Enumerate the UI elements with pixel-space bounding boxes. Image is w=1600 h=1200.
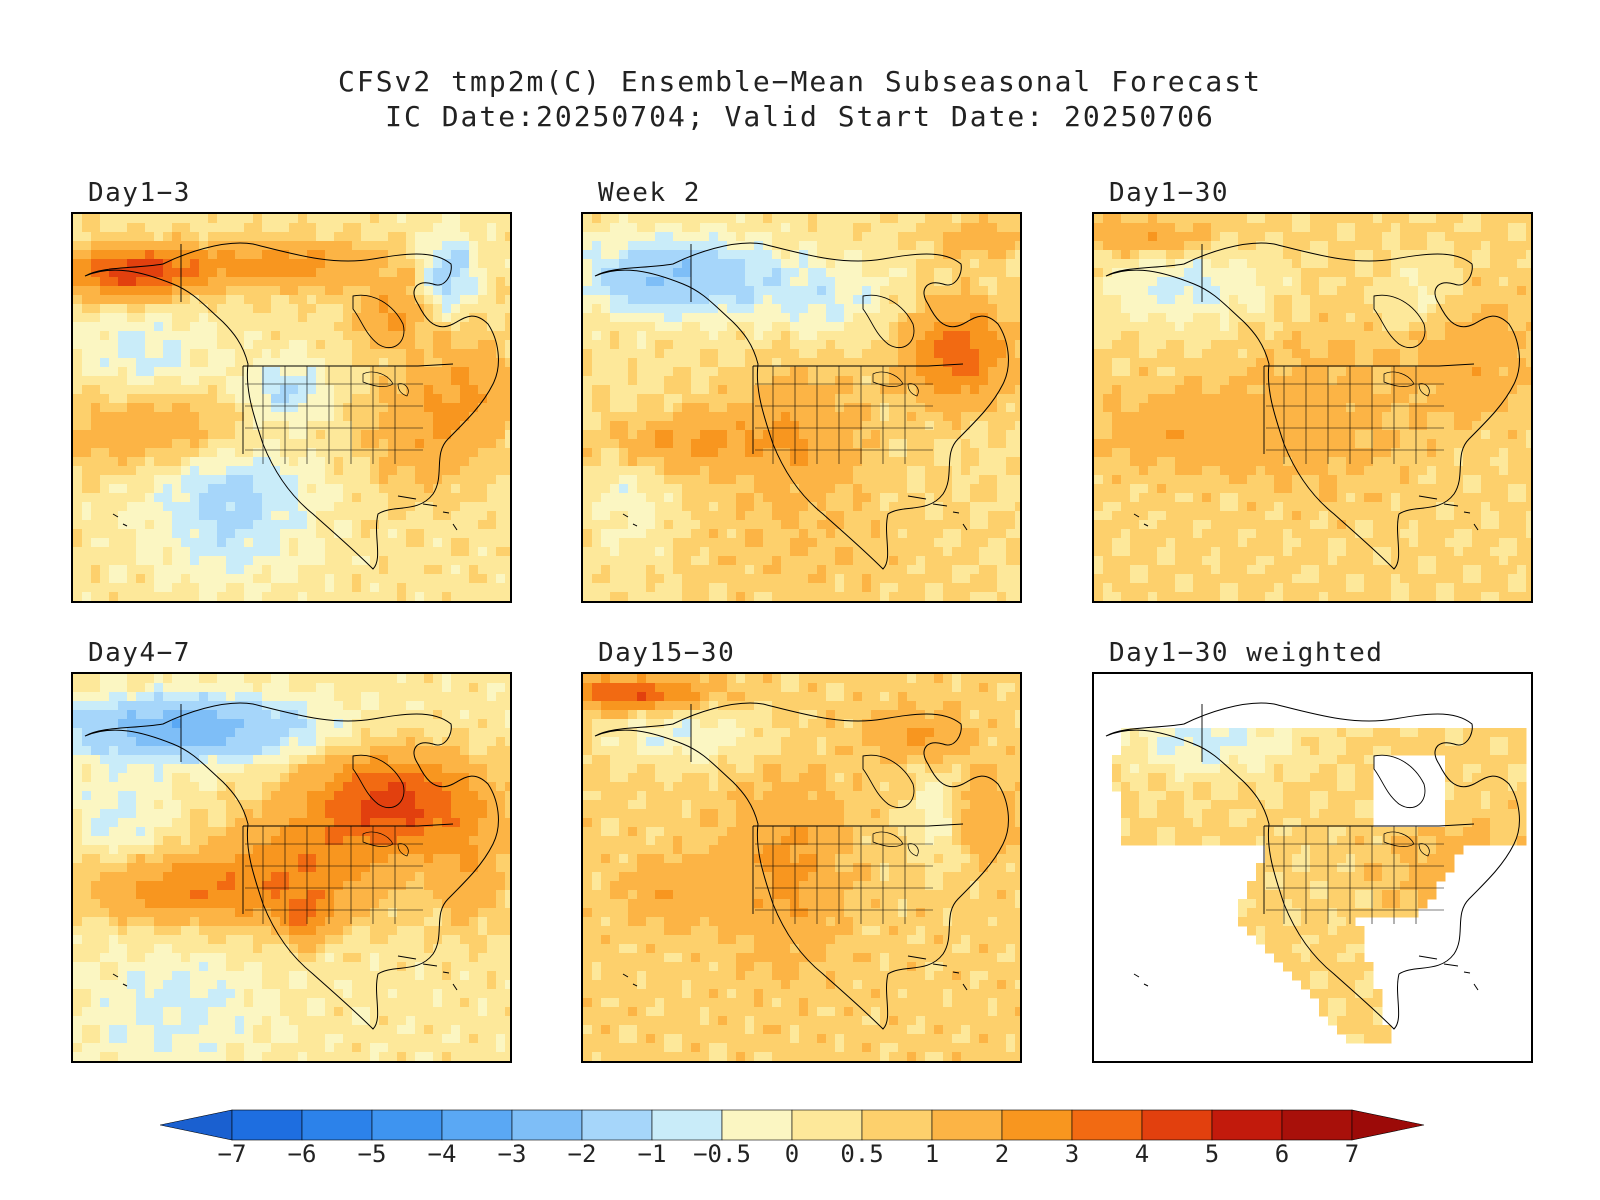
great-lakes-outline [872,831,919,857]
colorbar-tick-label: 4 [1134,1140,1150,1168]
coastline [594,702,1009,1030]
colorbar-tick-label: −2 [567,1140,597,1168]
colorbar-arrow-high [1351,1109,1425,1141]
coastline [84,242,499,570]
great-lakes-outline [872,371,919,397]
map-panel-week2 [581,212,1022,603]
colorbar-tick-label: −0.5 [693,1140,751,1168]
state-borders [1266,826,1444,924]
great-lakes-outline [362,371,409,397]
state-borders [755,826,933,924]
colorbar-tick-label: 7 [1344,1140,1360,1168]
colorbar-swatch [1141,1109,1213,1141]
islands [622,495,968,531]
colorbar-swatch [861,1109,933,1141]
map-panel-day1-3 [71,212,512,603]
colorbar-arrow-low [160,1109,233,1141]
colorbar-tick-label: 1 [924,1140,940,1168]
colorbar-swatch [1001,1109,1073,1141]
colorbar-tick-label: −7 [217,1140,247,1168]
colorbar-tick-label: 0 [784,1140,800,1168]
panel-label-week2: Week 2 [598,178,701,208]
panel-label-day15-30: Day15−30 [598,638,736,668]
state-borders [755,366,933,464]
figure-title-line2: IC Date:20250704; Valid Start Date: 2025… [385,100,1215,133]
colorbar-tick-label: 5 [1204,1140,1220,1168]
colorbar-tick-label: −3 [497,1140,527,1168]
islands [1133,495,1479,531]
map-day4-7 [73,674,510,1061]
colorbar-swatch [511,1109,583,1141]
country-borders [180,704,454,914]
map-day15-30 [583,674,1020,1061]
panel-label-day4-7: Day4−7 [88,638,191,668]
colorbar-swatch [1211,1109,1283,1141]
colorbar-swatch [1071,1109,1143,1141]
country-borders [690,244,964,454]
colorbar-tick-label: −1 [637,1140,667,1168]
hudson-bay-outline [862,754,915,809]
country-borders [1201,244,1475,454]
country-borders [690,704,964,914]
panel-label-day1-30: Day1−30 [1109,178,1230,208]
colorbar-tick-label: 2 [994,1140,1010,1168]
colorbar-swatch [791,1109,863,1141]
colorbar-tick-label: 3 [1064,1140,1080,1168]
islands [112,955,458,991]
great-lakes-outline [1383,371,1430,397]
hudson-bay-outline [1373,754,1426,809]
colorbar-swatch [1281,1109,1353,1141]
map-panel-day4-7 [71,672,512,1063]
panel-label-day1-3: Day1−3 [88,178,191,208]
colorbar-tick-label: 6 [1274,1140,1290,1168]
colorbar-swatch [441,1109,513,1141]
country-borders [1201,704,1475,914]
map-panel-day15-30 [581,672,1022,1063]
colorbar-tick-label: −5 [357,1140,387,1168]
great-lakes-outline [1383,831,1430,857]
islands [1133,955,1479,991]
colorbar-swatch [651,1109,723,1141]
great-lakes-outline [362,831,409,857]
colorbar-swatch [581,1109,653,1141]
panel-label-day1-30-weighted: Day1−30 weighted [1109,638,1384,668]
coastline [1105,242,1520,570]
colorbar [160,1109,1425,1141]
map-week2 [583,214,1020,601]
country-borders [180,244,454,454]
state-borders [245,366,423,464]
map-panel-day1-30 [1092,212,1533,603]
coastline [1105,702,1520,1030]
colorbar-swatch [931,1109,1003,1141]
state-borders [1266,366,1444,464]
hudson-bay-outline [352,294,405,349]
islands [112,495,458,531]
colorbar-swatch [371,1109,443,1141]
colorbar-swatch [301,1109,373,1141]
hudson-bay-outline [862,294,915,349]
islands [622,955,968,991]
colorbar-tick-label: 0.5 [840,1140,884,1168]
coastline [594,242,1009,570]
hudson-bay-outline [1373,294,1426,349]
figure-title-line1: CFSv2 tmp2m(C) Ensemble−Mean Subseasonal… [337,65,1262,98]
colorbar-tick-label: −4 [427,1140,457,1168]
coastline [84,702,499,1030]
map-day1-3 [73,214,510,601]
colorbar-swatch [721,1109,793,1141]
state-borders [245,826,423,924]
colorbar-swatch [231,1109,303,1141]
map-panel-day1-30-weighted [1092,672,1533,1063]
map-day1-30-weighted [1105,702,1527,1044]
hudson-bay-outline [352,754,405,809]
map-day1-30 [1094,214,1531,601]
colorbar-tick-label: −6 [287,1140,317,1168]
